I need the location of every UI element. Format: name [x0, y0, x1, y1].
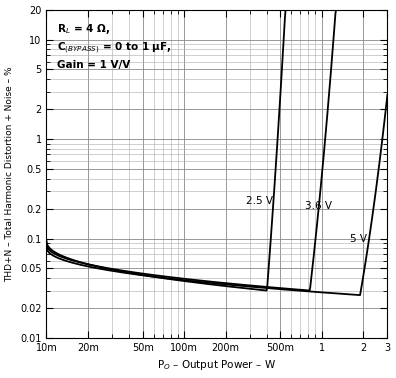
Text: 2.5 V: 2.5 V	[246, 196, 272, 206]
X-axis label: P$_O$ – Output Power – W: P$_O$ – Output Power – W	[158, 358, 276, 372]
Text: 5 V: 5 V	[350, 234, 367, 243]
Y-axis label: THD+N – Total Harmonic Distortion + Noise – %: THD+N – Total Harmonic Distortion + Nois…	[6, 66, 15, 282]
Text: 3.6 V: 3.6 V	[305, 201, 331, 211]
Text: R$_L$ = 4 Ω,
C$_{(BYPASS)}$ = 0 to 1 μF,
Gain = 1 V/V: R$_L$ = 4 Ω, C$_{(BYPASS)}$ = 0 to 1 μF,…	[57, 22, 172, 70]
